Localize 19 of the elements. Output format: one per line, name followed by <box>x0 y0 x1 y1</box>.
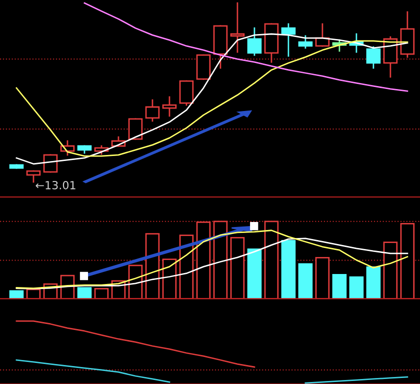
bar <box>349 276 364 299</box>
bar <box>247 248 262 299</box>
candlestick <box>400 11 415 58</box>
bar <box>77 287 92 299</box>
bar <box>230 236 245 299</box>
bar <box>315 257 330 299</box>
bar <box>196 221 211 299</box>
bar <box>298 263 313 299</box>
bar <box>383 242 398 299</box>
bar <box>94 288 109 299</box>
bar <box>264 220 279 299</box>
bar <box>332 274 347 299</box>
annotation: ←13.01 <box>36 180 76 190</box>
candlestick <box>230 2 245 53</box>
bar <box>366 266 381 299</box>
bar <box>400 223 415 299</box>
bar <box>281 240 296 299</box>
candlestick <box>281 23 296 57</box>
bar <box>213 220 228 299</box>
